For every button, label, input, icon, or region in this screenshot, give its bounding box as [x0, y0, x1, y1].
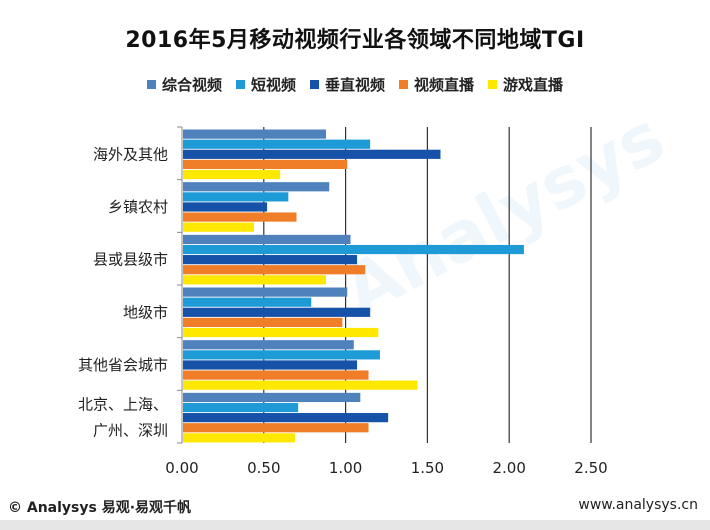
bar — [183, 423, 369, 433]
legend-label: 视频直播 — [414, 76, 475, 94]
y-category-label: 县或县级市 — [93, 251, 168, 269]
y-category-label: 其他省会城市 — [78, 356, 168, 374]
bar — [183, 182, 330, 192]
bar — [183, 202, 268, 212]
bar — [183, 392, 361, 403]
y-category-label: 海外及其他 — [93, 145, 168, 163]
y-category-label: 地级市 — [123, 303, 168, 321]
bar — [183, 297, 312, 307]
legend-item: 垂直视频 — [309, 74, 385, 95]
legend-item: 视频直播 — [399, 74, 474, 95]
bar — [183, 275, 326, 285]
bar — [183, 222, 254, 232]
legend-swatch — [309, 80, 319, 89]
x-tick-label: 0.50 — [247, 459, 280, 477]
bar — [183, 350, 380, 360]
footer-copyright: © Analysys 易观·易观千帆 — [8, 500, 192, 516]
bar — [183, 307, 371, 317]
bar — [183, 212, 297, 222]
bar — [183, 317, 343, 327]
legend-item: 短视频 — [235, 74, 296, 95]
x-tick-label: 2.00 — [492, 459, 525, 477]
bar — [183, 402, 299, 413]
bar — [183, 139, 371, 149]
bar — [183, 244, 524, 255]
legend-swatch — [399, 80, 408, 89]
bar — [183, 380, 418, 390]
y-category-label: 北京、上海、 — [78, 396, 168, 414]
chart-title: 2016年5月移动视频行业各领域不同地域TGI — [125, 28, 585, 53]
legend-item: 综合视频 — [146, 74, 222, 95]
legend-item: 游戏直播 — [488, 74, 563, 95]
footer-website: www.analysys.cn — [578, 497, 698, 513]
bar — [183, 149, 441, 159]
bar — [183, 433, 295, 443]
legend-label: 游戏直播 — [503, 76, 564, 94]
bar — [183, 169, 281, 180]
chart-legend: 综合视频 短视频 垂直视频 视频直播 游戏直播 — [0, 74, 710, 95]
bar — [183, 360, 358, 370]
bar — [183, 192, 289, 202]
legend-label: 垂直视频 — [324, 76, 385, 94]
legend-label: 短视频 — [250, 76, 296, 94]
y-category-label: 广州、深圳 — [93, 422, 168, 440]
bar — [183, 129, 326, 139]
bar — [183, 370, 369, 380]
x-tick-label: 0.00 — [165, 459, 198, 477]
legend-swatch — [235, 80, 245, 89]
bar — [183, 287, 348, 297]
legend-label: 综合视频 — [161, 76, 222, 94]
legend-swatch — [488, 80, 498, 89]
x-tick-label: 1.00 — [329, 459, 362, 477]
bar — [183, 255, 358, 265]
bar — [183, 340, 354, 350]
y-category-label: 乡镇农村 — [108, 198, 168, 216]
bar — [183, 265, 366, 275]
bar — [183, 234, 351, 245]
footer-bar — [0, 520, 710, 530]
x-tick-label: 1.50 — [411, 459, 444, 477]
bar — [183, 159, 348, 169]
bar — [183, 327, 379, 338]
x-tick-label: 2.50 — [574, 459, 607, 477]
bar — [183, 413, 389, 423]
legend-swatch — [146, 80, 156, 89]
